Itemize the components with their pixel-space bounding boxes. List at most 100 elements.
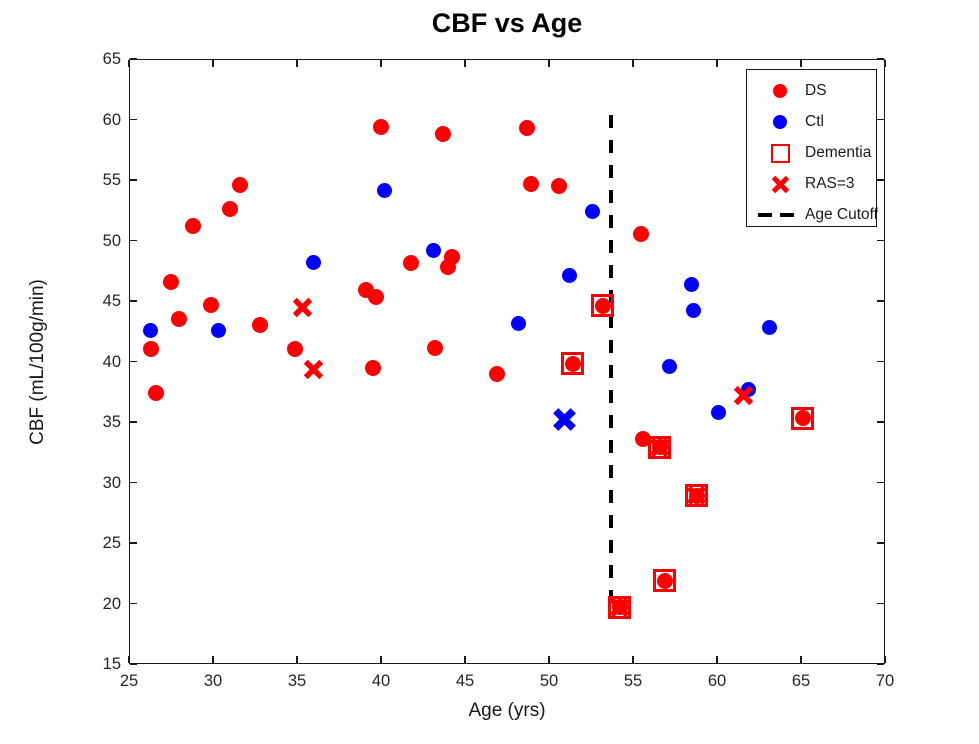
ds-ras3-x-marker — [303, 359, 324, 380]
y-tick-label: 50 — [102, 231, 121, 250]
x-tick-mark-top — [380, 60, 382, 67]
ctl-data-point — [585, 203, 601, 219]
ds-data-point — [656, 572, 673, 589]
ds-ras3-x-marker — [686, 485, 707, 506]
age-cutoff-line — [609, 114, 614, 609]
ds-data-point — [142, 341, 159, 358]
ds-data-point — [163, 273, 179, 290]
x-tick-label: 25 — [119, 672, 139, 690]
ds-data-point — [519, 119, 536, 136]
ds-ras3-x-marker — [649, 437, 670, 458]
ds-data-point — [367, 289, 384, 306]
ds-data-point — [364, 359, 381, 376]
x-tick-label: 65 — [791, 672, 811, 690]
legend-label: Age Cutoff — [805, 206, 878, 223]
ds-data-point — [564, 355, 581, 372]
ctl-data-point — [561, 268, 577, 284]
x-tick-label: 35 — [287, 672, 307, 690]
y-tick-mark — [130, 602, 137, 605]
ds-dot-icon — [759, 84, 801, 98]
ds-data-point — [184, 217, 201, 234]
x-tick-mark-top — [464, 60, 466, 67]
x-tick-mark-top — [884, 60, 886, 67]
y-tick-mark — [130, 542, 137, 544]
ds-ras3-x-marker — [292, 297, 313, 318]
y-tick-mark — [130, 481, 137, 484]
y-tick-label: 20 — [102, 594, 121, 613]
dementia-square-marker — [791, 406, 815, 430]
ds-data-point — [522, 175, 539, 192]
y-tick-mark-right — [877, 421, 884, 423]
x-tick-mark — [296, 656, 298, 663]
age-cutoff-dash-icon — [751, 212, 801, 218]
legend-item-dementia: Dementia — [747, 142, 878, 164]
dementia-square-marker — [591, 294, 615, 318]
x-tick-mark-top — [296, 60, 298, 67]
ras3-x-icon — [759, 175, 801, 194]
y-tick-label: 45 — [102, 292, 121, 310]
x-tick-mark-top — [632, 60, 634, 67]
x-tick-mark — [380, 656, 382, 663]
ds-data-point — [435, 126, 452, 143]
y-tick-mark-right — [877, 542, 884, 544]
y-tick-mark — [130, 421, 137, 423]
ds-data-point — [635, 430, 652, 447]
dementia-square-marker — [561, 352, 585, 376]
legend-item-age-cutoff: Age Cutoff — [747, 204, 878, 226]
ds-data-point — [426, 340, 443, 357]
y-tick-label: 60 — [102, 110, 121, 129]
x-tick-mark — [464, 656, 466, 663]
x-tick-label: 45 — [455, 672, 475, 690]
ctl-data-point — [684, 276, 700, 292]
ds-data-point — [147, 384, 164, 401]
ds-data-point — [171, 311, 188, 328]
ds-ras3-x-marker — [609, 597, 630, 618]
y-tick-label: 65 — [102, 50, 121, 68]
ds-data-point — [794, 410, 811, 427]
y-tick-label: 25 — [102, 534, 121, 552]
y-tick-mark-right — [877, 58, 884, 60]
legend-label: DS — [805, 82, 827, 99]
legend-item-ctl: Ctl — [747, 111, 878, 133]
x-tick-mark — [212, 656, 214, 663]
ds-ras3-x-marker — [733, 385, 754, 406]
dementia-square-marker — [648, 435, 672, 459]
ctl-data-point — [210, 322, 226, 338]
ctl-data-point — [143, 322, 159, 338]
x-tick-mark-top — [716, 60, 718, 67]
x-tick-mark-top — [548, 60, 550, 67]
ds-data-point — [403, 255, 420, 272]
ds-data-point — [440, 259, 457, 276]
y-tick-mark-right — [877, 602, 884, 605]
legend-item-ras-3: RAS=3 — [747, 173, 878, 195]
ds-data-point — [551, 178, 568, 195]
x-tick-mark — [800, 656, 802, 663]
legend: DS Ctl Dementia RAS=3 Age Cutoff — [746, 69, 878, 227]
y-tick-mark — [130, 58, 137, 60]
y-tick-mark — [130, 663, 137, 665]
y-tick-label: 40 — [102, 352, 121, 371]
y-tick-mark — [130, 360, 137, 363]
ctl-dot-icon — [759, 115, 801, 129]
dementia-square-marker — [653, 569, 677, 592]
y-tick-mark-right — [877, 118, 884, 121]
ctl-data-point — [425, 242, 441, 258]
ctl-data-point — [511, 316, 527, 332]
ds-data-point — [231, 176, 248, 193]
y-tick-mark — [130, 118, 137, 121]
y-tick-label: 15 — [102, 655, 121, 673]
x-tick-mark-top — [800, 60, 802, 67]
y-axis-label: CBF (mL/100g/min) — [27, 279, 48, 445]
x-tick-mark — [884, 656, 886, 663]
x-tick-label: 30 — [203, 672, 223, 690]
legend-item-ds: DS — [747, 80, 878, 102]
ctl-data-point — [761, 320, 777, 336]
y-tick-mark-right — [877, 239, 884, 242]
dementia-square-icon — [759, 143, 801, 163]
y-tick-mark — [130, 179, 137, 181]
x-tick-mark — [632, 656, 634, 663]
x-tick-label: 40 — [371, 672, 391, 690]
chart-title: CBF vs Age — [431, 8, 583, 38]
x-tick-label: 60 — [707, 672, 727, 690]
